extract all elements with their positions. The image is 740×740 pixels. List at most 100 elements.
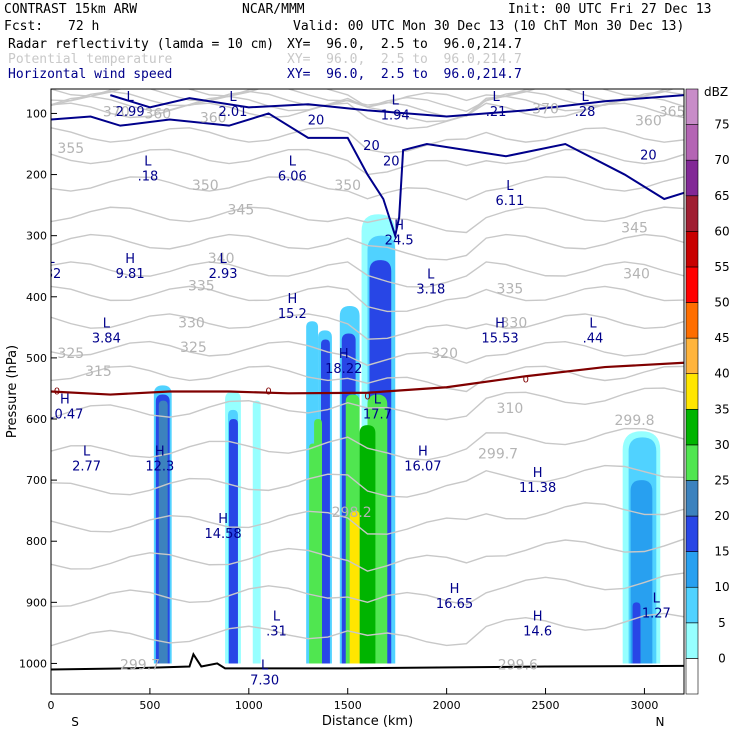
colorbar-tick-label: 50 bbox=[714, 296, 729, 310]
theta-contour bbox=[51, 612, 684, 647]
extremum-value: 2.77 bbox=[72, 460, 101, 475]
y-tick-label: 700 bbox=[26, 474, 47, 487]
extremum-high-marker: H bbox=[287, 292, 297, 307]
theta-contour-label: 299.7 bbox=[478, 447, 518, 463]
colorbar-swatch bbox=[685, 302, 699, 339]
field-wind-name: Horizontal wind speed bbox=[8, 67, 173, 82]
x-tick-label: 2000 bbox=[433, 699, 461, 712]
extremum-value: 3.84 bbox=[92, 331, 121, 346]
theta-contour bbox=[51, 313, 684, 340]
wind-contour-label: 20 bbox=[363, 139, 380, 154]
extremum-high-marker: H bbox=[450, 582, 460, 597]
extremum-low-marker: L bbox=[289, 154, 297, 169]
field-theta-xy: XY= 96.0, 2.5 to 96.0,214.7 bbox=[287, 52, 522, 67]
extremum-low-marker: L bbox=[47, 252, 55, 267]
colorbar-swatch bbox=[685, 551, 699, 588]
extremum-value: .82 bbox=[41, 267, 62, 282]
theta-contour-label: 320 bbox=[431, 346, 458, 362]
theta-contour-label: 340 bbox=[208, 251, 235, 267]
wind-contours bbox=[51, 94, 684, 396]
theta-contour-label: 299.6 bbox=[498, 658, 538, 674]
colorbar-tick-label: 55 bbox=[714, 260, 729, 274]
wind-contour-label: 20 bbox=[308, 113, 325, 128]
extremum-value: 14.58 bbox=[204, 527, 241, 542]
colorbar-tick-label: 70 bbox=[714, 153, 729, 167]
extremum-low-marker: L bbox=[392, 93, 400, 108]
colorbar-tick-label: 10 bbox=[714, 580, 729, 594]
colorbar-tick-label: 15 bbox=[714, 545, 729, 559]
theta-contour-label: 345 bbox=[621, 221, 648, 237]
theta-contour-label: 355 bbox=[57, 141, 84, 157]
colorbar-tick-label: 60 bbox=[714, 224, 729, 238]
extremum-value: 14.6 bbox=[523, 625, 552, 640]
theta-contour bbox=[51, 538, 684, 572]
colorbar-swatch bbox=[685, 159, 699, 197]
plot-frame bbox=[50, 88, 685, 695]
extremum-low-marker: L bbox=[144, 154, 152, 169]
y-tick-label: 1000 bbox=[19, 657, 47, 670]
extremum-value: .28 bbox=[575, 105, 596, 120]
field-wind-xy: XY= 96.0, 2.5 to 96.0,214.7 bbox=[287, 67, 522, 82]
colorbar-tick-label: 45 bbox=[714, 331, 729, 345]
theta-contour bbox=[51, 464, 684, 498]
freezing-level-line bbox=[51, 361, 684, 396]
x-tick-label: 0 bbox=[48, 699, 55, 712]
extremum-value: 6.06 bbox=[278, 169, 307, 184]
reflectivity-cell bbox=[349, 510, 360, 664]
extremum-value: .44 bbox=[583, 331, 604, 346]
reflectivity-cell bbox=[309, 443, 318, 664]
extremum-low-marker: L bbox=[261, 659, 269, 674]
freezing-level-label: 0 bbox=[265, 387, 271, 398]
extremum-value: .18 bbox=[138, 169, 159, 184]
x-tick-label: 1500 bbox=[334, 699, 362, 712]
colorbar-swatch bbox=[685, 480, 699, 517]
colorbar-tick-label: 40 bbox=[714, 367, 729, 381]
theta-contour-label: 345 bbox=[228, 202, 255, 218]
terrain-line bbox=[51, 651, 684, 671]
colorbar-swatch bbox=[685, 373, 699, 410]
init-time: Init: 00 UTC Fri 27 Dec 13 bbox=[508, 2, 712, 17]
reflectivity-cell bbox=[229, 419, 238, 664]
extremum-low-marker: L bbox=[492, 90, 500, 105]
extremum-value: 11.38 bbox=[519, 481, 556, 496]
extremum-low-marker: L bbox=[589, 316, 597, 331]
colorbar-tick-label: 20 bbox=[714, 509, 729, 523]
colorbar-swatch bbox=[685, 622, 699, 659]
y-tick-label: 600 bbox=[26, 413, 47, 426]
extremum-low-marker: L bbox=[103, 316, 111, 331]
extremum-high-marker: H bbox=[418, 445, 428, 460]
valid-time: Valid: 00 UTC Mon 30 Dec 13 (10 ChT Mon … bbox=[293, 19, 685, 34]
extremum-low-marker: L bbox=[127, 90, 135, 105]
extremum-high-marker: H bbox=[394, 219, 404, 234]
y-tick-label: 900 bbox=[26, 596, 47, 609]
extremum-low-marker: L bbox=[229, 90, 237, 105]
extremum-high-marker: H bbox=[60, 393, 70, 408]
extremum-high-marker: H bbox=[339, 347, 349, 362]
extremum-low-marker: L bbox=[374, 393, 382, 408]
colorbar-swatch bbox=[685, 124, 699, 161]
x-tick-label: 3000 bbox=[630, 699, 658, 712]
x-tick-label: 1000 bbox=[235, 699, 263, 712]
reflectivity-cell bbox=[158, 400, 168, 664]
extremum-value: 16.07 bbox=[404, 460, 441, 475]
model-name: CONTRAST 15km ARW bbox=[4, 2, 138, 17]
wind-contour-label: 20 bbox=[640, 148, 657, 163]
theta-contour-label: 360 bbox=[200, 111, 227, 127]
theta-contour bbox=[51, 502, 684, 535]
theta-contour bbox=[51, 206, 684, 234]
theta-contour-label: 310 bbox=[497, 401, 524, 417]
theta-contour-label: 335 bbox=[188, 279, 215, 295]
extremum-value: 7.30 bbox=[250, 674, 279, 689]
y-tick-label: 300 bbox=[26, 230, 47, 243]
extremum-value: 18.22 bbox=[325, 362, 362, 377]
theta-contour-label: 315 bbox=[85, 364, 112, 380]
freezing-level-label: 0 bbox=[523, 374, 529, 385]
theta-contour-label: 330 bbox=[501, 315, 528, 331]
extremum-high-marker: H bbox=[218, 512, 228, 527]
theta-contours bbox=[51, 89, 684, 671]
theta-contour-label: 370 bbox=[532, 101, 559, 117]
reflectivity-cell bbox=[359, 425, 376, 664]
extremum-value: 1.27 bbox=[642, 606, 671, 621]
